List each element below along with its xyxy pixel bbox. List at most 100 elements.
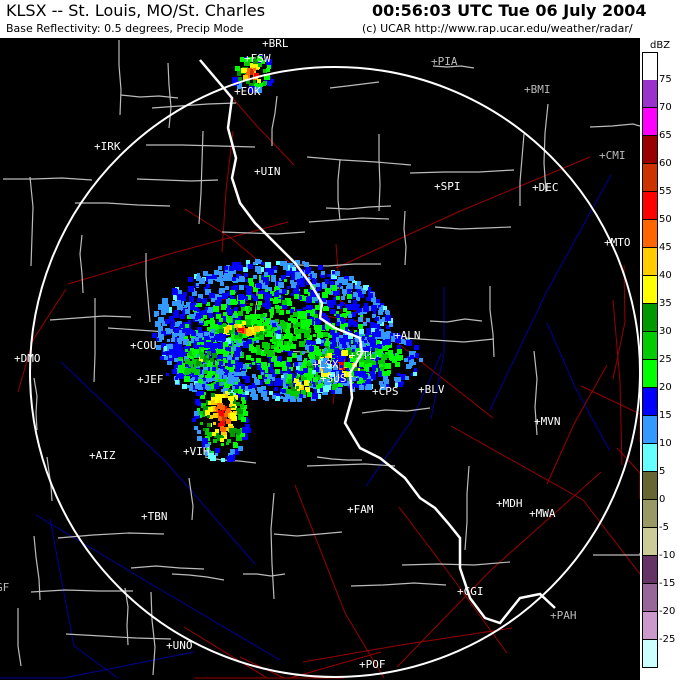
highway-line xyxy=(616,447,640,499)
echo-cell xyxy=(234,307,238,311)
echo-cell xyxy=(310,298,315,303)
echo-cell xyxy=(372,332,377,337)
echo-cell xyxy=(379,329,384,334)
echo-cell xyxy=(195,399,200,404)
echo-cell xyxy=(298,275,301,278)
city-code: MWA xyxy=(535,507,556,520)
echo-cell xyxy=(173,312,179,318)
legend-swatch xyxy=(642,472,658,500)
legend-swatch xyxy=(642,332,658,360)
echo-cell xyxy=(257,307,260,310)
echo-cell xyxy=(323,332,328,337)
echo-cell xyxy=(251,358,254,361)
echo-cell xyxy=(227,309,233,315)
echo-cell xyxy=(283,373,288,378)
echo-cell xyxy=(341,319,346,324)
echo-cell xyxy=(245,306,250,311)
scan-timestamp: 00:56:03 UTC Tue 06 July 2004 xyxy=(372,1,647,20)
echo-cell xyxy=(236,408,241,413)
echo-cell xyxy=(241,417,246,422)
echo-cell xyxy=(285,369,291,375)
echo-cell xyxy=(169,352,173,356)
echo-cell xyxy=(391,336,397,342)
echo-cell xyxy=(211,397,215,401)
echo-cell xyxy=(291,387,295,391)
echo-cell xyxy=(232,428,237,433)
echo-cell xyxy=(281,375,284,378)
echo-cell xyxy=(179,363,185,369)
echo-cell xyxy=(192,359,197,364)
echo-cell xyxy=(266,59,272,65)
legend-label: 5 xyxy=(659,466,666,477)
echo-cell xyxy=(246,260,250,264)
county-line xyxy=(298,263,381,267)
echo-cell xyxy=(286,333,292,339)
highway-line xyxy=(335,156,591,269)
echo-cell xyxy=(375,331,381,337)
echo-cell xyxy=(236,262,241,267)
echo-cell xyxy=(224,413,228,417)
echo-cell xyxy=(246,80,250,84)
echo-cell xyxy=(211,400,216,405)
highway-line xyxy=(184,208,268,269)
echo-cell xyxy=(315,356,319,360)
county-line xyxy=(306,463,396,467)
county-line xyxy=(350,582,447,587)
echo-cell xyxy=(204,335,209,340)
echo-cell xyxy=(342,289,347,294)
echo-cell xyxy=(347,291,351,295)
echo-cell xyxy=(202,438,208,444)
city-code: UNO xyxy=(172,639,193,652)
echo-cell xyxy=(350,358,354,362)
echo-cell xyxy=(326,328,329,331)
echo-cell xyxy=(245,417,248,420)
echo-cell xyxy=(208,371,213,376)
echo-cell xyxy=(327,367,332,372)
echo-cell xyxy=(210,332,214,336)
echo-cell xyxy=(312,314,318,320)
city-code: FAM xyxy=(353,503,374,516)
echo-cell xyxy=(188,351,192,355)
echo-cell xyxy=(322,354,325,357)
echo-cell xyxy=(335,332,340,337)
echo-cell xyxy=(379,307,384,312)
echo-cell xyxy=(290,309,294,313)
echo-cell xyxy=(414,345,419,350)
echo-cell xyxy=(242,321,246,325)
echo-cell xyxy=(292,353,297,358)
echo-cell xyxy=(325,345,329,349)
echo-cell xyxy=(245,315,250,320)
echo-cell xyxy=(283,329,286,332)
map-canvas xyxy=(0,40,640,679)
echo-cell xyxy=(363,360,368,365)
highway-line xyxy=(450,425,640,575)
echo-cell xyxy=(261,262,264,265)
echo-cell xyxy=(411,373,414,376)
echo-cell xyxy=(197,402,201,406)
echo-cell xyxy=(178,368,183,373)
county-line xyxy=(75,202,171,207)
echo-cell xyxy=(217,297,222,302)
echo-cell xyxy=(218,266,222,270)
echo-cell xyxy=(207,362,212,367)
legend-swatch xyxy=(642,220,658,248)
echo-cell xyxy=(348,314,352,318)
echo-cell xyxy=(287,286,290,289)
echo-cell xyxy=(220,366,223,369)
echo-cell xyxy=(199,357,204,362)
echo-cell xyxy=(282,389,286,393)
echo-cell xyxy=(227,439,231,443)
echo-cell xyxy=(218,417,222,421)
echo-cell xyxy=(327,304,331,308)
echo-cell xyxy=(357,281,361,285)
echo-cell xyxy=(325,338,329,342)
echo-cell xyxy=(390,333,393,336)
echo-cell xyxy=(326,360,330,364)
echo-cell xyxy=(234,377,239,382)
echo-cell xyxy=(197,430,201,434)
echo-cell xyxy=(255,314,260,319)
echo-cell xyxy=(212,324,218,330)
county-line xyxy=(136,178,219,182)
echo-cell xyxy=(380,384,386,390)
echo-cell xyxy=(197,298,201,302)
